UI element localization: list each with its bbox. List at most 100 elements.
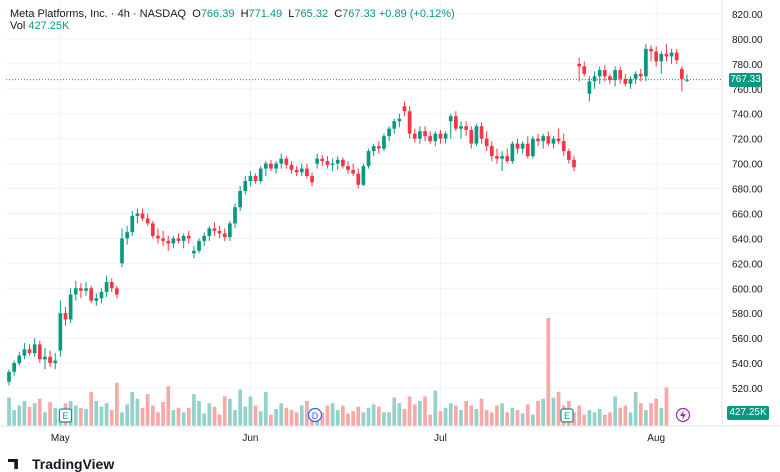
volume-bar <box>161 402 165 426</box>
candle-body <box>546 136 551 144</box>
interval[interactable]: 4h <box>117 8 130 20</box>
x-tick-label: Aug <box>647 433 665 444</box>
candle-body <box>315 158 320 164</box>
close-value: 767.33 <box>342 8 376 20</box>
candle-body <box>207 228 212 236</box>
volume-bar <box>305 400 309 426</box>
candle-body <box>305 168 309 177</box>
candle-body <box>412 133 417 139</box>
volume-bar <box>402 408 407 426</box>
volume-bar <box>27 406 32 426</box>
candle-body <box>156 235 160 239</box>
volume-bar <box>222 396 227 426</box>
candle-body <box>58 313 63 351</box>
candle-body <box>238 191 242 208</box>
candle-body <box>12 363 16 372</box>
volume-bar <box>135 398 140 426</box>
candle-body <box>279 158 284 164</box>
volume-bar <box>454 405 458 426</box>
y-tick-label: 540.00 <box>732 359 763 370</box>
candle-body <box>366 151 371 167</box>
candle-body <box>335 159 340 164</box>
candle-body <box>125 232 129 239</box>
candle-body <box>99 292 104 299</box>
candle-body <box>32 344 37 354</box>
volume-bar <box>346 413 350 426</box>
volume-bar <box>659 407 664 426</box>
candle-body <box>489 146 494 157</box>
volume-bar <box>397 403 402 426</box>
candle-body <box>145 218 150 224</box>
candle-body <box>171 238 176 244</box>
candle-body <box>597 70 602 77</box>
candle-body <box>623 78 628 84</box>
open-value: 766.39 <box>200 8 235 20</box>
candle-body <box>633 73 638 79</box>
volume-bar <box>17 405 22 426</box>
candle-body <box>258 168 263 182</box>
volume-bar <box>351 411 355 426</box>
lightning-glyph <box>680 410 686 420</box>
last-volume-tag: 427.25K <box>727 406 769 420</box>
volume-bar <box>546 318 551 426</box>
svg-text:E: E <box>62 411 68 421</box>
volume-bar <box>505 412 510 426</box>
volume-bar <box>592 412 597 426</box>
candle-body <box>222 233 227 238</box>
candle-body <box>212 228 217 231</box>
candle-body <box>582 66 587 74</box>
volume-bar <box>263 391 268 426</box>
candle-body <box>37 344 42 360</box>
volume-bar <box>325 405 330 426</box>
volume-bar <box>48 402 52 426</box>
volume-bar <box>602 414 607 426</box>
volume-bar <box>438 411 443 426</box>
volume-bar <box>125 404 129 426</box>
volume-bar <box>73 405 78 426</box>
candle-body <box>392 121 397 129</box>
volume-bar <box>32 403 37 426</box>
volume-bar <box>53 407 58 426</box>
candle-body <box>577 63 581 67</box>
candle-body <box>659 53 664 62</box>
candle-body <box>310 176 314 183</box>
candle-body <box>192 250 196 254</box>
earnings-marker[interactable]: E <box>58 408 73 423</box>
symbol-name: Meta Platforms, Inc. <box>10 8 108 20</box>
candle-body <box>407 111 412 134</box>
candle-body <box>84 288 88 291</box>
svg-text:E: E <box>564 411 570 421</box>
volume-bar <box>459 410 463 426</box>
candle-body <box>525 143 530 157</box>
candle-body <box>618 70 623 79</box>
volume-bar <box>531 414 535 426</box>
earnings-marker[interactable]: E <box>560 408 574 423</box>
dividend-marker[interactable]: D <box>307 407 323 423</box>
volume-bar <box>274 408 278 426</box>
y-tick-label: 820.00 <box>732 10 763 21</box>
candle-body <box>587 81 592 94</box>
volume-bar <box>572 412 576 426</box>
volume-bar <box>104 403 109 426</box>
candle-body <box>495 156 499 159</box>
candle-body <box>418 131 422 139</box>
volume-bar <box>536 400 540 426</box>
candle-body <box>27 349 32 354</box>
volume-bar <box>371 404 376 426</box>
candle-body <box>459 126 463 129</box>
volume-bar <box>484 410 489 426</box>
volume-bar <box>130 391 135 426</box>
candle-body <box>561 141 566 152</box>
volume-bar <box>89 391 94 426</box>
volume-bar <box>556 391 561 426</box>
candle-body <box>176 238 181 241</box>
candle-body <box>664 53 669 57</box>
volume-bar <box>587 410 592 426</box>
volume-bar <box>145 394 150 426</box>
candle-body <box>510 143 515 162</box>
candle-body <box>387 128 391 137</box>
brand-logo[interactable]: TradingView <box>8 456 114 472</box>
volume-bar <box>217 414 222 426</box>
volume-bar <box>79 407 83 426</box>
